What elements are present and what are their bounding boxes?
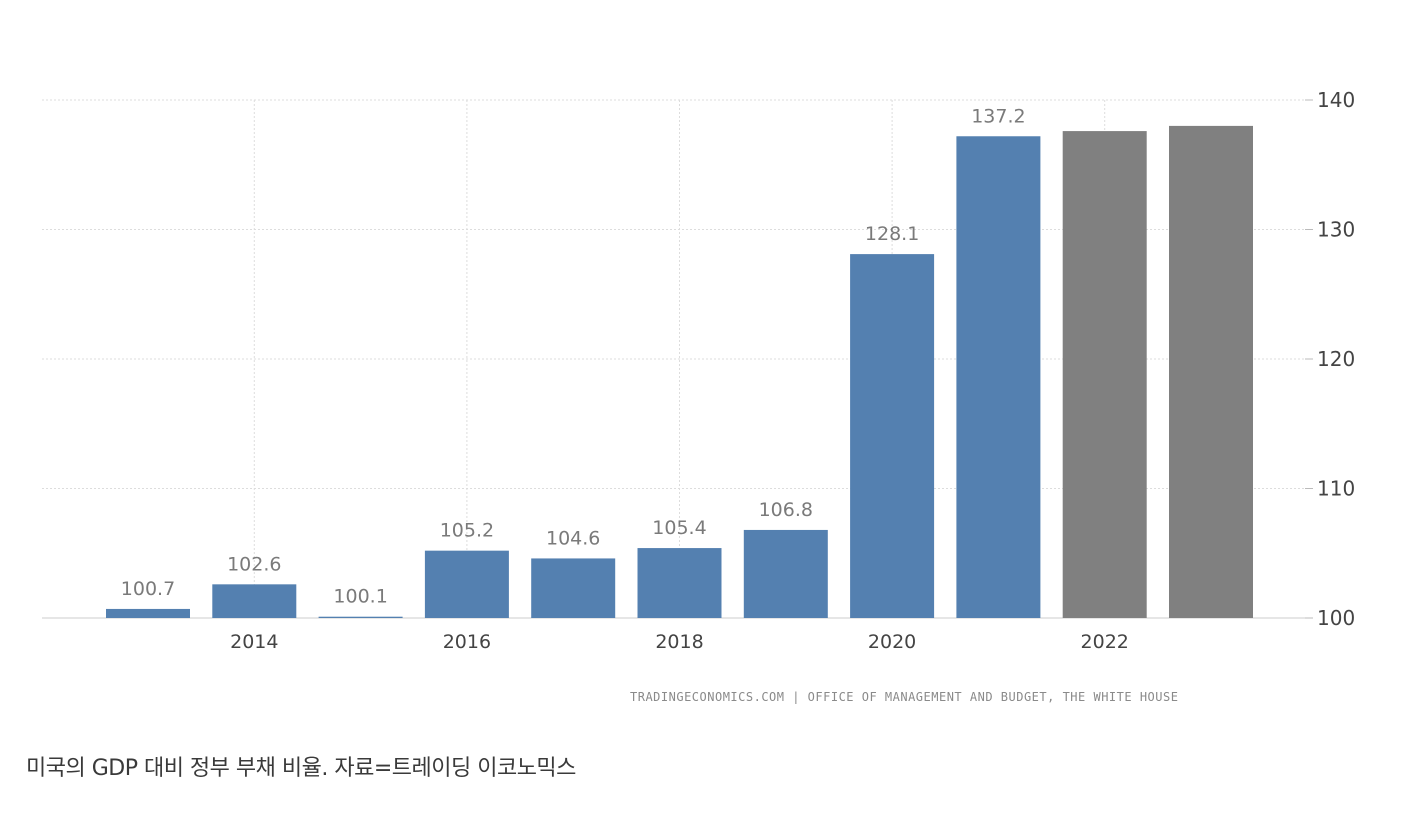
bar-2020 xyxy=(850,254,935,619)
labels-layer: 100 110 120 130 140 2014 2016 2018 2020 2022 100.7… xyxy=(121,88,1355,653)
bar-2016 xyxy=(424,550,509,618)
bar-2021 xyxy=(956,136,1041,618)
bar-chart: 100 110 120 130 140 2014 2016 2018 2020 2022 100.7… xyxy=(42,88,1355,653)
bar-2023 xyxy=(1169,125,1253,619)
x-tick-label: 2018 xyxy=(655,631,703,653)
bar-2015 xyxy=(318,616,403,618)
bar-2018 xyxy=(637,548,722,618)
source-attribution: TRADINGECONOMICS.COM | OFFICE OF MANAGEM… xyxy=(630,690,1179,704)
bar-2013 xyxy=(106,608,190,618)
value-label-2014: 102.6 xyxy=(227,553,281,575)
x-tick-label: 2020 xyxy=(868,631,916,653)
y-tick-label: 100 xyxy=(1317,606,1355,630)
y-tick-label: 110 xyxy=(1317,477,1355,501)
x-tick-label: 2022 xyxy=(1081,631,1129,653)
bar-2017 xyxy=(531,558,616,618)
bars-layer xyxy=(106,125,1253,619)
y-tick-label: 140 xyxy=(1317,88,1355,112)
bar-2022 xyxy=(1062,131,1147,618)
bar-2019 xyxy=(743,529,828,618)
value-label-2021: 137.2 xyxy=(971,105,1025,127)
value-label-2013: 100.7 xyxy=(121,578,175,600)
value-label-2018: 105.4 xyxy=(652,517,706,539)
figure-caption: 미국의 GDP 대비 정부 부채 비율. 자료=트레이딩 이코노믹스 xyxy=(26,756,576,781)
x-tick-label: 2016 xyxy=(443,631,491,653)
y-tick-label: 120 xyxy=(1317,347,1355,371)
x-tick-label: 2014 xyxy=(230,631,278,653)
value-label-2015: 100.1 xyxy=(333,586,387,608)
bar-2014 xyxy=(212,584,297,618)
value-label-2020: 128.1 xyxy=(865,223,919,245)
value-label-2017: 104.6 xyxy=(546,527,600,549)
value-label-2019: 106.8 xyxy=(759,499,813,521)
value-label-2016: 105.2 xyxy=(440,520,494,542)
y-tick-label: 130 xyxy=(1317,218,1355,242)
